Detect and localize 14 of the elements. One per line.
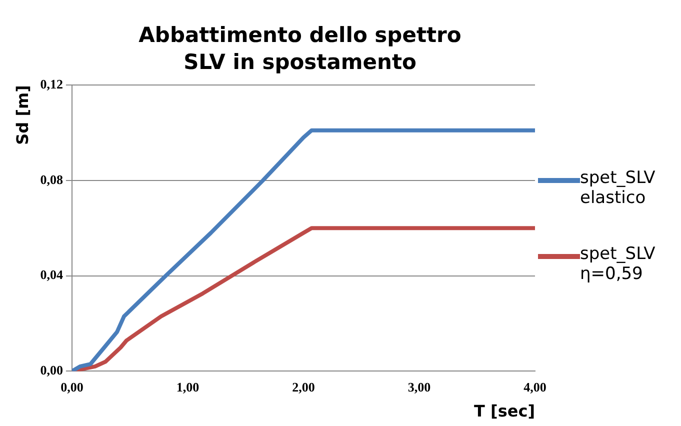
y-tick-label: 0,08 [40, 172, 64, 187]
x-tick-label: 3,00 [408, 379, 431, 394]
x-tick-label: 2,00 [292, 379, 315, 394]
y-axis-title: Sd [m] [12, 85, 32, 145]
x-tick-label: 4,00 [524, 379, 546, 394]
legend-label: spet_SLV η=0,59 [580, 244, 656, 284]
x-tick-label: 1,00 [176, 379, 200, 394]
legend-label: spet_SLV elastico [580, 168, 656, 208]
y-tick-label: 0,12 [40, 76, 63, 92]
x-tick-label: 0,00 [60, 379, 84, 394]
x-axis-title: T [sec] [474, 402, 535, 421]
chart-title: Abbattimento dello spettro SLV in spostamento [138, 22, 462, 76]
y-tick-label: 0,00 [40, 362, 63, 378]
y-tick-label: 0,04 [40, 267, 64, 282]
